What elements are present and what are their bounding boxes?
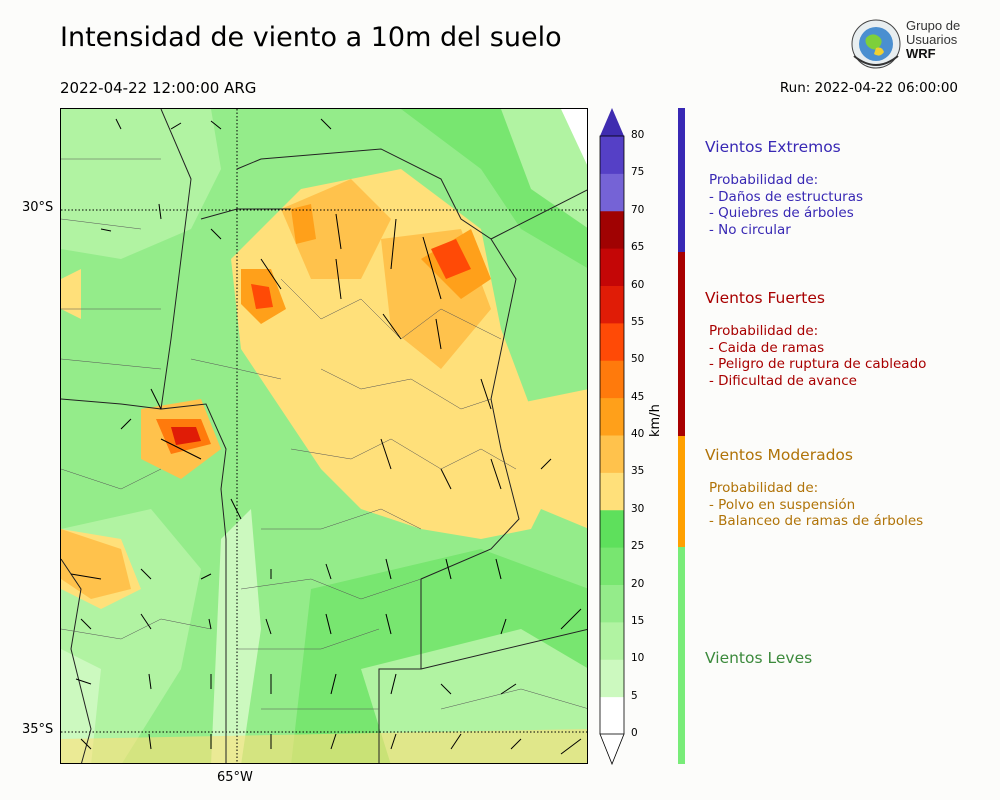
- category-bar-extremos: [678, 108, 685, 252]
- colorbar-band: [600, 136, 624, 174]
- colorbar-top-arrow: [600, 108, 624, 136]
- colorbar-band: [600, 360, 624, 399]
- category-title-extremos: Vientos Extremos: [705, 138, 841, 156]
- colorbar-band: [600, 285, 624, 324]
- colorbar-tick-label: 25: [631, 540, 645, 553]
- colorbar-tick-label: 5: [631, 689, 638, 702]
- colorbar-band: [600, 322, 624, 361]
- colorbar-band: [600, 509, 624, 548]
- colorbar-bottom-arrow: [599, 733, 625, 766]
- colorbar-tick-label: 65: [631, 241, 645, 254]
- globe-logo-icon: [851, 19, 901, 69]
- logo-line-1: Grupo de: [906, 18, 961, 33]
- category-desc-moderados: Probabilidad de: - Polvo en suspensión -…: [709, 480, 924, 529]
- category-bar-fuertes: [678, 252, 685, 436]
- colorbar-band: [600, 472, 624, 511]
- colorbar-tick-label: 60: [631, 278, 645, 291]
- colorbar-tick-label: 20: [631, 577, 645, 590]
- colorbar-outline: [599, 135, 625, 735]
- colorbar-band: [600, 547, 624, 585]
- category-desc-extremos: Probabilidad de: - Daños de estructuras …: [709, 172, 864, 238]
- category-title-leves: Vientos Leves: [705, 649, 813, 667]
- colorbar-unit: km/h: [648, 404, 663, 437]
- page-title: Intensidad de viento a 10m del suelo: [60, 22, 562, 53]
- colorbar-tick-label: 70: [631, 203, 645, 216]
- wrf-logo: Grupo de Usuarios WRF: [848, 16, 968, 74]
- logo-line-3: WRF: [906, 46, 936, 61]
- valid-time: 2022-04-22 12:00:00 ARG: [60, 79, 257, 97]
- colorbar-tick-label: 55: [631, 315, 645, 328]
- colorbar-band: [600, 435, 624, 473]
- colorbar-band: [600, 659, 624, 698]
- lat-label-35s: 35°S: [22, 722, 54, 737]
- category-desc-fuertes: Probabilidad de: - Caida de ramas - Peli…: [709, 323, 927, 389]
- category-bar-leves: [678, 547, 685, 764]
- colorbar-tick-label: 30: [631, 502, 645, 515]
- colorbar-band: [600, 397, 624, 436]
- colorbar-tick-label: 15: [631, 614, 645, 627]
- colorbar-tick-label: 40: [631, 428, 645, 440]
- colorbar-tick-label: 75: [631, 166, 645, 179]
- lon-label-65w: 65°W: [217, 770, 253, 785]
- colorbar-tick-label: 45: [631, 390, 645, 403]
- category-bar-moderados: [678, 436, 685, 547]
- lat-label-30s: 30°S: [22, 200, 54, 215]
- colorbar: [599, 108, 625, 766]
- colorbar-band: [600, 210, 624, 249]
- run-time: Run: 2022-04-22 06:00:00: [779, 80, 958, 96]
- logo-line-2: Usuarios: [906, 32, 958, 47]
- wind-field-svg: [61, 109, 587, 763]
- colorbar-band: [600, 248, 624, 286]
- colorbar-band: [600, 621, 624, 660]
- colorbar-tick-label: 10: [631, 652, 645, 665]
- wind-map: [60, 108, 588, 764]
- colorbar-tick-label: 35: [631, 465, 645, 478]
- category-title-moderados: Vientos Moderados: [705, 446, 853, 464]
- colorbar-band: [600, 584, 624, 623]
- colorbar-tick-label: 80: [631, 129, 645, 141]
- category-title-fuertes: Vientos Fuertes: [705, 289, 825, 307]
- colorbar-tick-label: 0: [631, 727, 638, 739]
- colorbar-band: [600, 173, 624, 212]
- colorbar-tick-label: 50: [631, 353, 645, 366]
- colorbar-band: [600, 696, 624, 735]
